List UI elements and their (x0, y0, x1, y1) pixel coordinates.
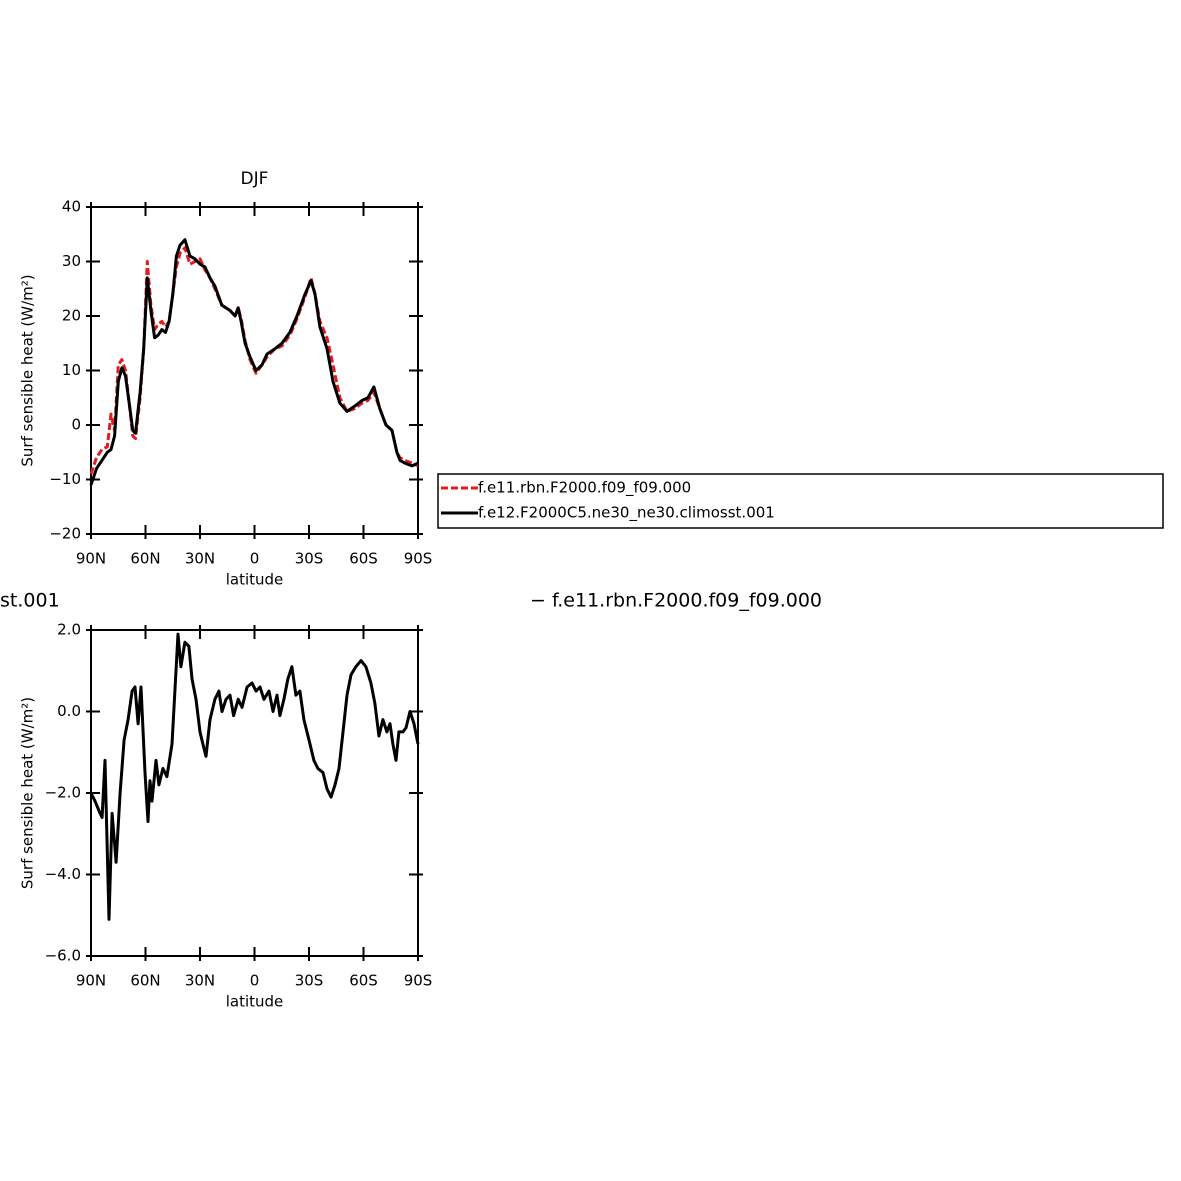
x-axis-label: latitude (226, 571, 284, 589)
legend-box (437, 473, 1164, 529)
x-tick-label: 60N (130, 550, 160, 568)
x-tick-label: 90N (76, 550, 106, 568)
x-tick-label: 0 (250, 972, 260, 990)
y-tick-label: −4.0 (45, 865, 81, 883)
x-tick-label: 60S (349, 972, 378, 990)
x-tick-label: 90S (404, 972, 433, 990)
y-axis-label: Surf sensible heat (W/m²) (19, 274, 37, 466)
x-tick-label: 0 (250, 550, 260, 568)
y-tick-label: 10 (62, 361, 81, 379)
y-tick-label: 20 (62, 307, 81, 325)
annotation: st.001 (0, 590, 60, 612)
y-tick-label: 2.0 (57, 621, 81, 639)
data-line (89, 238, 419, 486)
y-tick-label: 0 (71, 416, 81, 434)
data-line (89, 632, 420, 921)
y-tick-label: −6.0 (45, 947, 81, 965)
annotation: − f.e11.rbn.F2000.f09_f09.000 (530, 590, 822, 612)
chart-title: DJF (241, 169, 269, 189)
y-tick-label: −10 (49, 470, 81, 488)
x-tick-label: 90N (76, 972, 106, 990)
y-tick-label: −2.0 (45, 784, 81, 802)
x-axis-label: latitude (226, 993, 284, 1011)
x-tick-label: 90S (404, 550, 433, 568)
legend-label: f.e11.rbn.F2000.f09_f09.000 (478, 479, 691, 498)
data-line (89, 246, 419, 475)
x-tick-label: 60N (130, 972, 160, 990)
x-tick-label: 30S (295, 550, 324, 568)
y-tick-label: 0.0 (57, 702, 81, 720)
y-axis-label: Surf sensible heat (W/m²) (19, 697, 37, 889)
x-tick-label: 30N (185, 972, 215, 990)
x-tick-label: 30N (185, 550, 215, 568)
x-tick-label: 60S (349, 550, 378, 568)
x-tick-label: 30S (295, 972, 324, 990)
legend-label: f.e12.F2000C5.ne30_ne30.climosst.001 (478, 504, 775, 523)
y-tick-label: 40 (62, 198, 81, 216)
y-tick-label: 30 (62, 252, 81, 270)
y-tick-label: −20 (49, 525, 81, 543)
